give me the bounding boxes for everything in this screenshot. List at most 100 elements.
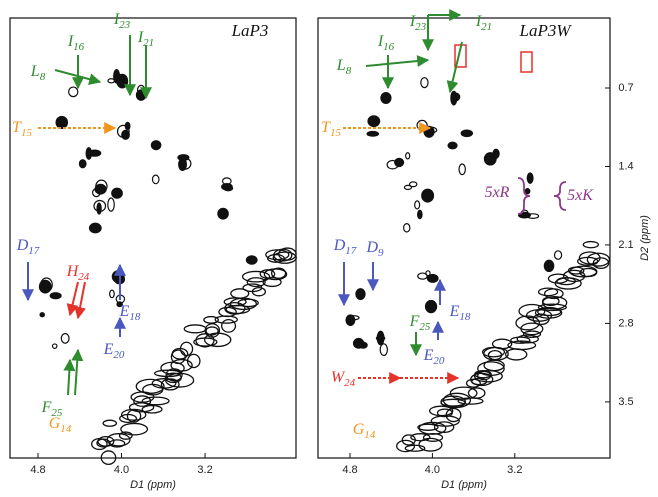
peak <box>553 250 563 260</box>
annotation-subscript: 24 <box>344 377 356 389</box>
peak <box>60 333 70 344</box>
peak <box>95 179 108 193</box>
contour <box>433 421 455 433</box>
annotation-subscript: 20 <box>113 349 125 361</box>
annotation: E18 <box>449 303 471 323</box>
annotation-letter: D <box>333 237 346 254</box>
annotation-letter: W <box>331 369 346 386</box>
peak <box>116 73 129 89</box>
contour <box>205 326 219 336</box>
contour <box>510 336 531 344</box>
contour <box>130 391 155 403</box>
contour <box>470 372 494 387</box>
contour <box>410 433 431 442</box>
highlight-box <box>520 51 533 73</box>
annotation-subscript: 8 <box>346 65 352 77</box>
peak <box>217 207 229 220</box>
y-tick-label: 1.4 <box>618 160 633 172</box>
annotation-subscript: 16 <box>73 41 85 53</box>
annotation-letter: T <box>321 119 331 136</box>
contour <box>436 408 453 418</box>
contour <box>242 283 263 293</box>
panel-title: LaP3W <box>519 21 573 40</box>
contour <box>241 270 271 283</box>
peak <box>93 199 107 213</box>
annotation: G14 <box>353 421 376 441</box>
annotation-subscript: 17 <box>345 245 357 257</box>
annotation-subscript: 21 <box>143 37 154 49</box>
brace <box>553 181 567 211</box>
annotation: G14 <box>49 415 72 435</box>
peak <box>386 159 399 170</box>
annotation-letter: I <box>475 13 482 30</box>
annotation-letter: E <box>119 303 130 320</box>
x-tick-label: 4.8 <box>342 464 357 476</box>
peak <box>111 187 123 199</box>
peak <box>405 152 411 160</box>
peak <box>543 259 555 273</box>
x-tick-label: 4.8 <box>30 464 45 476</box>
annotation-subscript: 15 <box>21 127 33 139</box>
annotation: H24 <box>66 263 90 283</box>
peak <box>107 197 115 212</box>
arrow <box>365 55 430 68</box>
peak <box>403 184 413 191</box>
peak <box>450 90 458 106</box>
peak <box>85 147 93 160</box>
contour <box>586 252 611 267</box>
annotation-subscript: 8 <box>40 71 46 83</box>
annotation-letter: L <box>30 63 40 80</box>
contour <box>522 330 542 338</box>
contour <box>562 269 586 283</box>
annotation: E20 <box>103 341 125 361</box>
peak <box>51 343 58 349</box>
contour <box>577 256 599 266</box>
contour <box>567 266 585 275</box>
annotation-letter: I <box>137 29 144 46</box>
peak <box>394 157 405 168</box>
contour <box>91 437 108 451</box>
contour <box>120 422 149 436</box>
y-tick-label: 3.5 <box>618 396 633 408</box>
contour <box>473 369 503 383</box>
arrow <box>66 281 79 317</box>
annotation: 5xK <box>567 187 594 204</box>
annotation: T15 <box>12 119 32 139</box>
peak <box>49 292 62 300</box>
arrow <box>74 281 86 320</box>
contour <box>518 303 546 319</box>
annotation-subscript: 18 <box>459 311 471 323</box>
contour <box>141 396 170 406</box>
peak <box>151 174 160 185</box>
peak <box>135 89 147 101</box>
peak <box>38 279 52 294</box>
annotation-subscript: 23 <box>119 19 131 31</box>
arrow <box>63 358 76 396</box>
peak <box>78 159 87 169</box>
annotation: W24 <box>331 369 356 389</box>
peak <box>347 315 360 321</box>
annotation-letter: I <box>113 11 120 28</box>
annotation-subscript: 14 <box>364 429 376 441</box>
annotation-subscript: 25 <box>51 407 63 419</box>
peak <box>367 115 381 128</box>
panel-frame <box>317 17 611 459</box>
contour <box>547 273 569 284</box>
contour <box>537 287 559 297</box>
peak <box>111 270 125 284</box>
annotation: L8 <box>336 57 352 77</box>
annotation-subscript: 9 <box>378 247 384 259</box>
peak <box>492 148 500 159</box>
annotation-letter: T <box>12 119 22 136</box>
brace <box>517 177 531 215</box>
peak <box>116 124 130 138</box>
contour <box>537 307 562 317</box>
contour <box>221 318 237 333</box>
peak <box>417 272 428 280</box>
contour <box>537 303 567 312</box>
x-tick-label: 3.2 <box>197 464 212 476</box>
annotation-letter: D <box>365 239 378 256</box>
annotation: I21 <box>475 13 492 33</box>
annotation-subscript: 18 <box>129 311 141 323</box>
annotation-letter: I <box>377 33 384 50</box>
